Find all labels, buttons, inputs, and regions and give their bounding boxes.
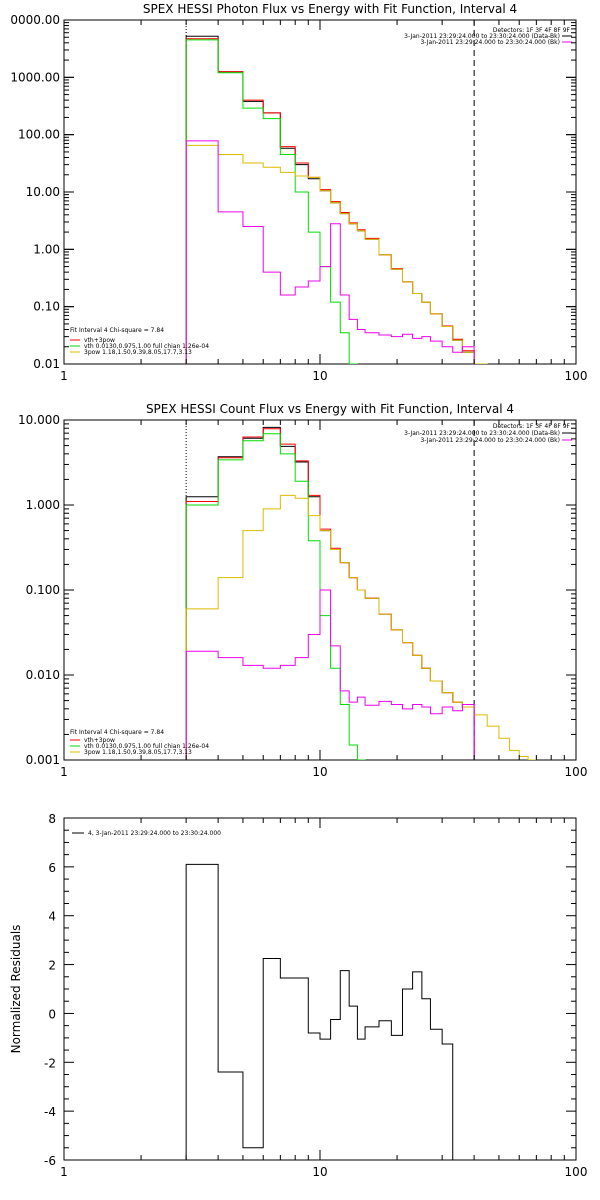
- y-tick-label: -4: [44, 1105, 56, 1119]
- axis-ticks: 1 10 100 0.001 0.010 0.100 1.000 10.000: [18, 413, 587, 779]
- legend-fit-model: vth+3pow: [84, 737, 115, 744]
- y-tick-label: 10.000: [18, 413, 60, 427]
- plot-frame: [63, 19, 577, 365]
- series-1-histogram: [185, 38, 475, 364]
- legend-detectors: Detectors: 1F 3F 4F 8F 9F: [493, 27, 571, 34]
- legend-bottom-left: Fit Interval 4 Chi-square = 7.84 vth+3po…: [70, 327, 209, 356]
- axis-ticks: 1 10 100 0.01 0.10 1.00 10.00 100.00 1000.00 0000…: [10, 13, 587, 383]
- y-tick-label: 4: [48, 910, 56, 924]
- y-tick-label: 100.00: [18, 128, 60, 142]
- legend-detectors: Detectors: 1F 3F 4F 8F 9F: [493, 423, 571, 430]
- legend-3pow: 3pow 1.18,1.50,9.39,8.05,17.7,3.13: [84, 349, 192, 356]
- series-4-histogram: [185, 140, 475, 364]
- legend-entry: 4, 3-Jan-2011 23:29:24.000 to 23:30:24.0…: [88, 830, 221, 837]
- y-tick-label: 0.010: [26, 668, 60, 682]
- y-tick-label: 10.00: [26, 185, 60, 199]
- y-tick-label: 0: [48, 1007, 56, 1021]
- residuals-panel: 1 10 100 -6 -4 -2 0 2 4 6 8 Normalized Residuals 4…: [9, 812, 587, 1179]
- series-3-histogram: [185, 494, 537, 760]
- series-4-histogram: [185, 589, 475, 760]
- x-tick-label: 10: [312, 765, 327, 779]
- x-tick-label: 100: [565, 369, 588, 383]
- x-tick-label: 10: [312, 1165, 327, 1179]
- y-tick-label: -2: [44, 1056, 56, 1070]
- y-tick-label: 0.001: [26, 753, 60, 767]
- photon-flux-panel: SPEX HESSI Photon Flux vs Energy with Fi…: [10, 2, 587, 383]
- count-flux-panel: SPEX HESSI Count Flux vs Energy with Fit…: [18, 402, 587, 779]
- legend-bk: 3-Jan-2011 23:29:24.000 to 23:30:24.000 …: [420, 437, 560, 444]
- axis-ticks: 1 10 100 -6 -4 -2 0 2 4 6 8: [44, 812, 587, 1179]
- legend-3pow: 3pow 1.18,1.50,9.39,8.05,17.7,3.13: [84, 749, 192, 756]
- y-tick-label: 0000.00: [10, 13, 60, 27]
- series-2-histogram: [185, 433, 366, 760]
- series-2-histogram: [185, 39, 358, 364]
- legend-data-bk: 3-Jan-2011 23:29:24.000 to 23:30:24.000 …: [404, 33, 560, 40]
- y-tick-label: 0.100: [26, 583, 60, 597]
- x-tick-label: 1: [60, 765, 68, 779]
- y-tick-label: 1.00: [33, 242, 60, 256]
- y-tick-label: 6: [48, 861, 56, 875]
- y-tick-label: 2: [48, 959, 56, 973]
- plot-frame: [63, 817, 577, 1161]
- series-3-histogram: [185, 144, 488, 364]
- legend-top-right: Detectors: 1F 3F 4F 8F 9F 3-Jan-2011 23:…: [404, 27, 572, 46]
- legend-fit-model: vth+3pow: [84, 337, 115, 344]
- chart-marks: [185, 420, 537, 760]
- legend-fit-interval: Fit Interval 4 Chi-square = 7.84: [70, 327, 164, 334]
- legend-vth: vth 0.0130,0.975,1.00 full chian 1.26e-0…: [84, 743, 209, 750]
- chart-title: SPEX HESSI Count Flux vs Energy with Fit…: [146, 402, 514, 416]
- x-tick-label: 100: [565, 1165, 588, 1179]
- y-tick-label: -6: [44, 1154, 56, 1168]
- legend-top-right: Detectors: 1F 3F 4F 8F 9F 3-Jan-2011 23:…: [404, 423, 572, 444]
- y-axis-label: Normalized Residuals: [9, 925, 23, 1054]
- legend-fit-interval: Fit Interval 4 Chi-square = 7.84: [70, 729, 164, 736]
- y-tick-label: 1.000: [26, 498, 60, 512]
- y-tick-label: 0.01: [33, 357, 60, 371]
- x-tick-label: 1: [60, 1165, 68, 1179]
- chart-title: SPEX HESSI Photon Flux vs Energy with Fi…: [143, 2, 517, 16]
- series-0-histogram: [185, 863, 454, 1160]
- legend-data-bk: 3-Jan-2011 23:29:24.000 to 23:30:24.000 …: [404, 430, 560, 437]
- legend-vth: vth 0.0130,0.975,1.00 full chian 1.26e-0…: [84, 343, 209, 350]
- legend-bottom-left: Fit Interval 4 Chi-square = 7.84 vth+3po…: [70, 729, 209, 756]
- x-tick-label: 10: [312, 369, 327, 383]
- chart-marks: [185, 863, 454, 1160]
- y-tick-label: 0.10: [33, 300, 60, 314]
- legend-top-left: 4, 3-Jan-2011 23:29:24.000 to 23:30:24.0…: [72, 830, 221, 837]
- chart-marks: [185, 20, 488, 364]
- y-tick-label: 1000.00: [10, 70, 60, 84]
- x-tick-label: 1: [60, 369, 68, 383]
- x-tick-label: 100: [565, 765, 588, 779]
- legend-bk: 3-Jan-2011 23:29:24.000 to 23:30:24.000 …: [420, 39, 560, 46]
- y-tick-label: 8: [48, 812, 56, 826]
